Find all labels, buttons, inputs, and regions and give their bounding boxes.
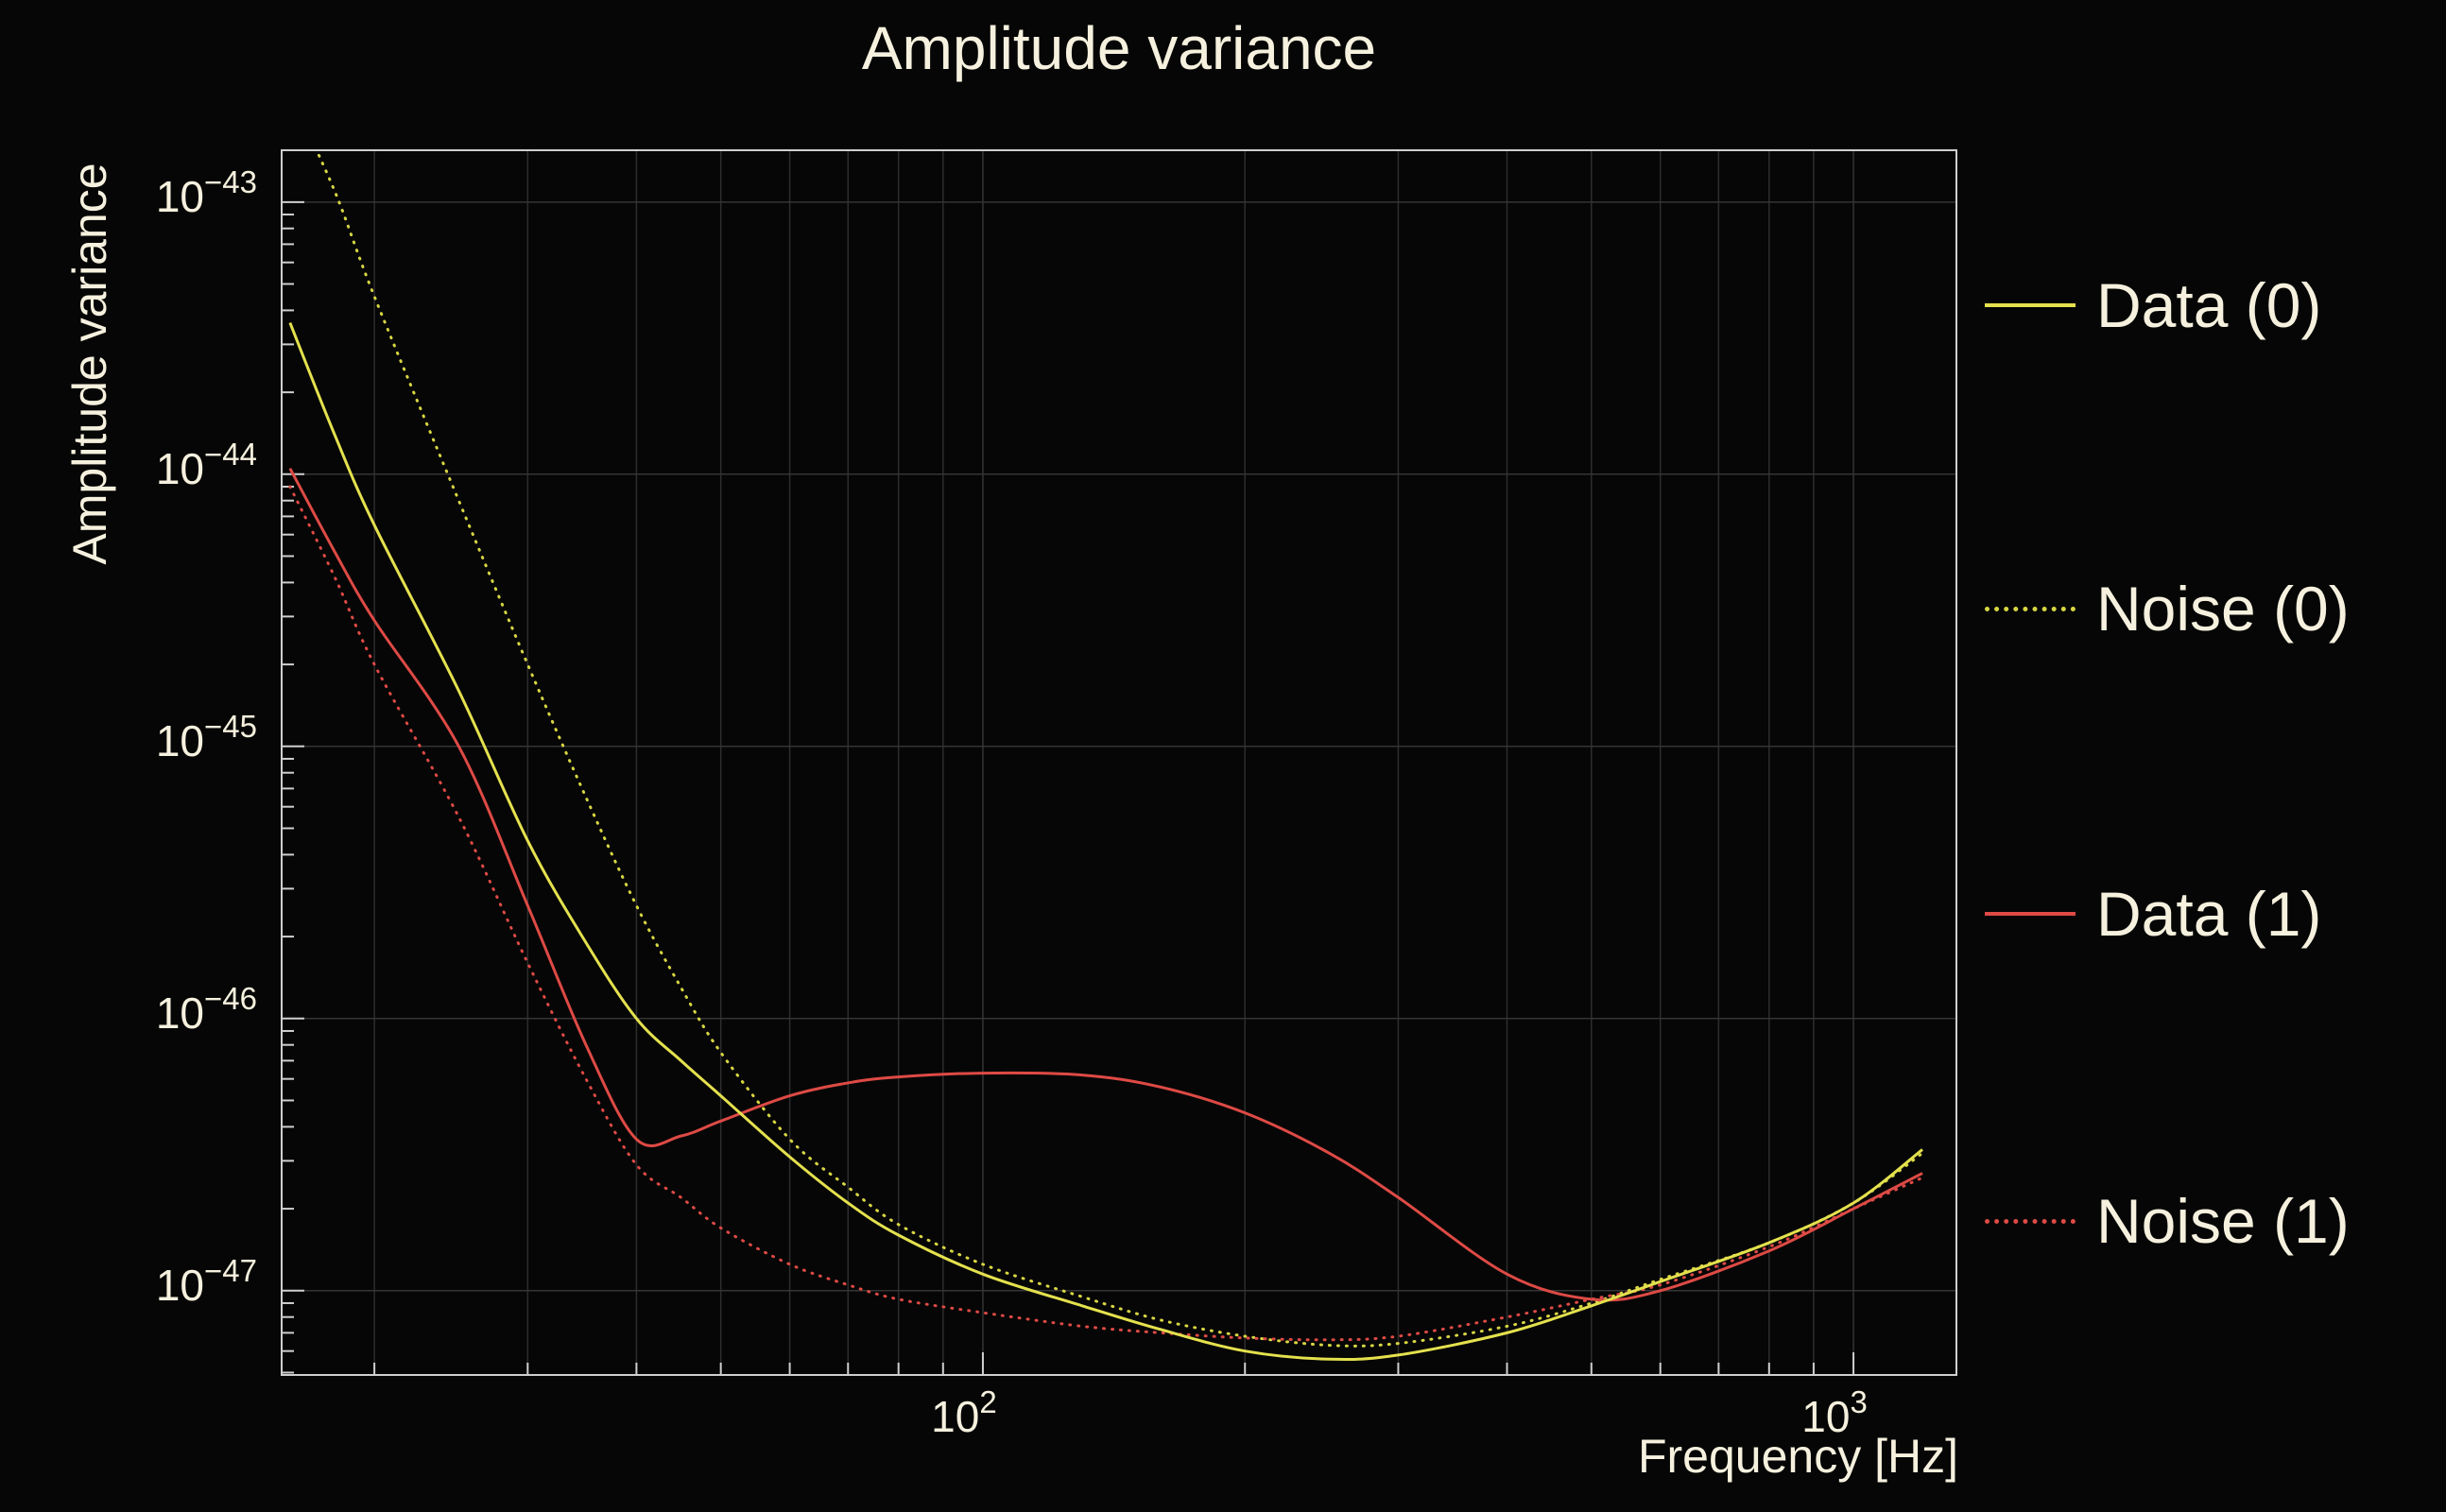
legend-label-data-0: Data (0) [2096,270,2322,340]
y-tick-label: 10−45 [156,709,257,765]
legend-line-sample-noise-1 [1985,1218,2076,1224]
y-tick-label: 10−46 [156,981,257,1038]
y-tick-label: 10−43 [156,164,257,221]
chart-title: Amplitude variance [861,14,1377,82]
series-line-noise-0- [315,150,1924,1348]
series-line-noise-1- [288,485,1924,1342]
legend-label-noise-1: Noise (1) [2096,1186,2350,1256]
legend-entry-noise-0: Noise (0) [1985,571,2350,646]
legend-line-sample-data-0 [1985,303,2076,307]
y-tick-label: 10−47 [156,1253,257,1310]
legend-entry-noise-1: Noise (1) [1985,1183,2350,1259]
legend-line-sample-noise-0 [1985,606,2076,611]
legend-label-noise-0: Noise (0) [2096,574,2350,644]
legend-line-sample-data-1 [1985,912,2076,916]
x-tick-label: 103 [1801,1384,1868,1441]
legend-entry-data-0: Data (0) [1985,267,2321,343]
gridlines [282,150,1956,1375]
series-line-data-0- [288,322,1923,1362]
y-tick-label: 10−44 [156,437,257,493]
x-tick-label: 102 [931,1384,997,1441]
plot-frame [281,149,1957,1376]
x-axis-title: Frequency [Hz] [1637,1430,1958,1483]
series-line-data-1- [288,467,1923,1302]
legend: Data (0) Noise (0) Data (1) Noise (1) [1985,0,2438,1512]
axis-ticks [282,200,1855,1375]
y-tick-labels: 10−43 10−44 10−45 10−46 10−47 [156,164,257,1310]
legend-entry-data-1: Data (1) [1985,876,2321,952]
legend-label-data-1: Data (1) [2096,879,2322,949]
x-tick-labels: 102 103 [931,1384,1868,1441]
